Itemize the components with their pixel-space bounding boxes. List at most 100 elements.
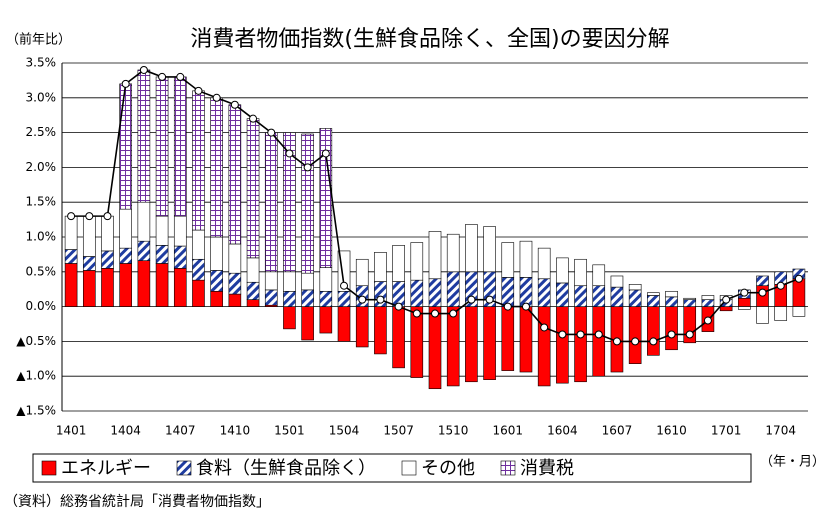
line-marker [358,295,367,304]
line-marker [340,281,349,290]
line-marker [649,337,658,346]
bar-segment [101,250,114,269]
bar-segment [537,247,551,280]
y-tick-label: 2.0% [26,160,57,174]
bar-segment [264,289,278,306]
bar-segment [665,290,678,298]
bar-segment [410,279,424,307]
bar-segment [374,252,387,282]
line-marker [612,337,621,346]
legend-box [32,453,752,483]
x-tick-label: 1404 [110,424,141,438]
bar-segment [446,271,460,307]
bar-segment [610,275,624,288]
line-marker [758,288,767,297]
bar-segment [483,226,496,273]
bar-segment [647,306,660,356]
bar-segment [665,306,678,351]
legend-swatch [176,460,192,476]
bar-segment [119,208,132,249]
bar-segment [210,97,223,238]
line-marker [540,323,549,332]
bar-segment [246,257,260,283]
bar-segment [501,306,515,371]
bar-segment [392,245,405,282]
bar-segment [374,306,387,355]
bar-segment [319,128,333,268]
y-tick-label: 3.5% [26,56,57,70]
bar-segment [192,258,205,281]
line-marker [267,128,276,137]
bar-segment [173,215,187,247]
bar-segment [155,215,169,246]
bar-segment [410,242,424,281]
bar-segment [82,256,96,271]
x-tick-label: 1407 [165,424,196,438]
bar-segment [428,278,442,307]
line-marker [667,330,676,339]
bar-segment [192,279,205,307]
line-marker [321,149,330,158]
bar-segment [792,306,806,317]
x-tick-label: 1507 [383,424,414,438]
bar-segment [64,215,78,250]
bar-segment [210,290,223,307]
bar-segment [64,249,78,264]
bar-segment [228,104,242,245]
bar-segment [283,132,296,273]
line-marker [631,337,640,346]
line-marker [485,295,494,304]
bar-segment [647,292,660,296]
bar-segment [228,243,242,274]
bar-segment [301,272,314,291]
legend-label: 消費税 [520,458,574,479]
bar-segment [556,306,569,384]
line-marker [521,302,530,311]
line-marker [121,79,130,88]
line-marker [249,114,258,123]
bar-segment [537,278,551,307]
legend-label: その他 [421,458,475,479]
bar-segment [428,306,442,390]
x-tick-label: 1604 [547,424,578,438]
bar-segment [264,271,278,291]
legend-label: エネルギー [61,458,151,479]
bar-segment [792,278,806,307]
bar-segment [82,270,96,307]
bar-segment [137,69,151,203]
line-marker [594,330,603,339]
bar-segment [501,277,515,307]
line-marker [176,72,185,81]
bar-segment [556,282,569,307]
bar-segment [337,290,351,307]
line-marker [794,274,803,283]
bar-segment [101,268,114,307]
line-marker [303,163,312,172]
x-tick-label: 1704 [765,424,796,438]
legend-swatch [41,460,57,476]
line-marker [703,316,712,325]
bar-segment [592,285,606,307]
bar-segment [592,264,606,287]
bar-segment [210,270,223,292]
bar-segment [628,289,642,307]
bar-segment [556,257,569,284]
legend-swatch [401,460,417,476]
bar-segment [465,306,478,383]
bar-segment [283,290,296,307]
bar-segment [283,306,296,330]
bar-segment [173,76,187,217]
y-tick-label: 0.0% [26,299,57,313]
legend-label: 食料（生鮮食品除く） [196,458,376,479]
line-marker [394,302,403,311]
bar-segment [428,231,442,280]
bar-segment [574,285,587,307]
x-tick-label: 1510 [438,424,469,438]
bar-segment [647,295,660,307]
line-marker [230,100,239,109]
bar-segment [210,236,223,271]
line-marker [103,212,112,221]
y-tick-label: 1.5% [26,195,57,209]
bar-segment [137,240,151,261]
